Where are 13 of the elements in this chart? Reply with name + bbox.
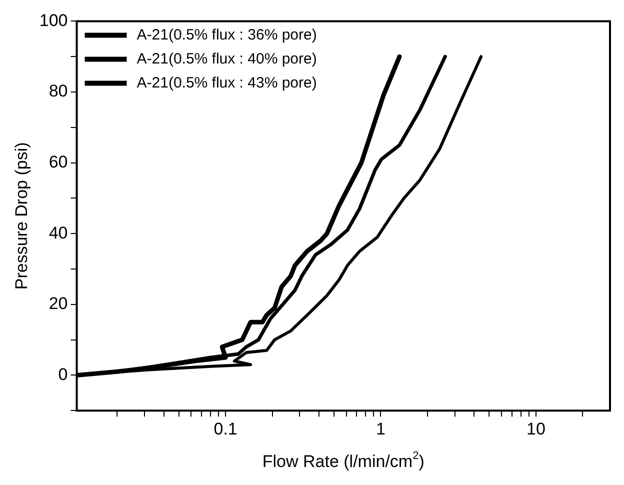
y-tick-label: 60	[48, 152, 68, 172]
y-tick-label: 100	[39, 10, 68, 30]
legend-label: A-21(0.5% flux : 36% pore)	[136, 26, 317, 44]
x-tick-label: 1	[376, 419, 386, 438]
legend-label: A-21(0.5% flux : 43% pore)	[136, 74, 317, 92]
x-tick-label: 0.1	[214, 419, 238, 438]
y-tick-label: 0	[58, 364, 68, 384]
y-axis-title: Pressure Drop (psi)	[12, 142, 31, 290]
x-tick-label: 10	[526, 419, 546, 438]
y-tick-label: 40	[48, 223, 68, 242]
legend-label: A-21(0.5% flux : 40% pore)	[136, 50, 317, 68]
y-tick-label: 20	[48, 294, 68, 314]
y-tick-label: 80	[48, 82, 68, 101]
